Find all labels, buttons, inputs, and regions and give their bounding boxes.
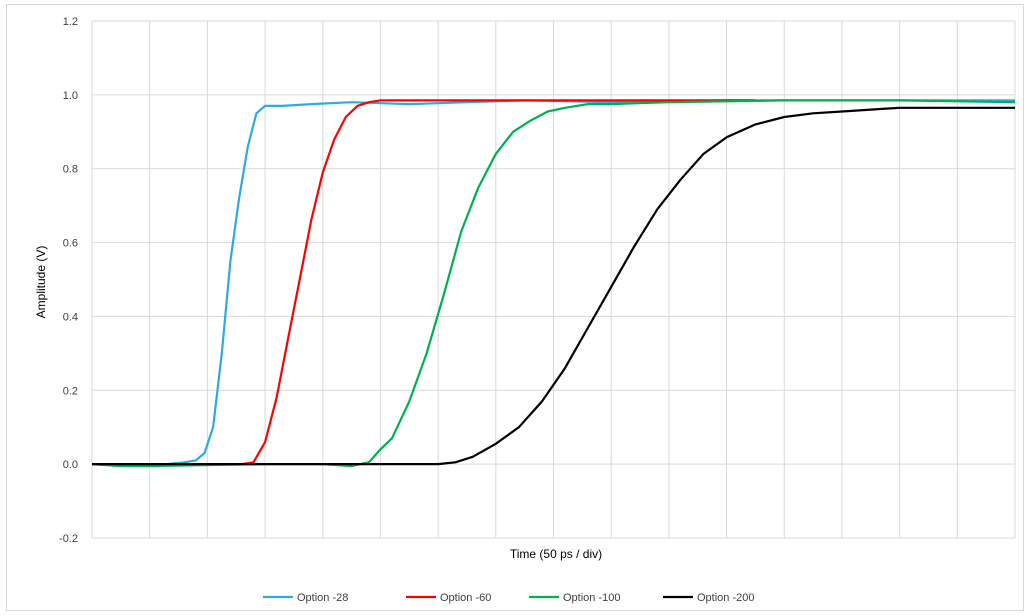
plot-lines bbox=[91, 99, 1016, 468]
y-tick-label: 0.4 bbox=[63, 311, 78, 323]
y-tick-label: 0.8 bbox=[63, 164, 78, 176]
legend-label: Option -60 bbox=[440, 592, 491, 604]
legend-label: Option -200 bbox=[697, 592, 754, 604]
y-axis-ticks: -0.2 0.0 0.2 0.4 0.6 0.8 1.0 1.2 bbox=[59, 16, 78, 545]
y-tick-label: 1.2 bbox=[63, 16, 78, 28]
legend-label: Option -100 bbox=[563, 592, 620, 604]
chart-area: -0.2 0.0 0.2 0.4 0.6 0.8 1.0 1.2 Time (50 ps / … bbox=[6, 4, 1024, 611]
y-tick-label: 0.0 bbox=[63, 459, 78, 471]
y-tick-label: -0.2 bbox=[59, 533, 78, 545]
series-line-2 bbox=[92, 99, 756, 466]
series-line-4 bbox=[92, 106, 1015, 466]
legend-label: Option -28 bbox=[297, 592, 348, 604]
x-axis-title: Time (50 ps / div) bbox=[510, 547, 602, 561]
y-axis-title: Amplitude (V) bbox=[34, 246, 48, 319]
y-tick-label: 0.6 bbox=[63, 238, 78, 250]
y-tick-label: 1.0 bbox=[63, 90, 78, 102]
y-tick-label: 0.2 bbox=[63, 385, 78, 397]
legend: Option -28 Option -60 Option -100 Option -2… bbox=[263, 592, 754, 604]
chart-svg: -0.2 0.0 0.2 0.4 0.6 0.8 1.0 1.2 Time (50 ps / … bbox=[34, 16, 1016, 604]
grid bbox=[91, 20, 1016, 539]
